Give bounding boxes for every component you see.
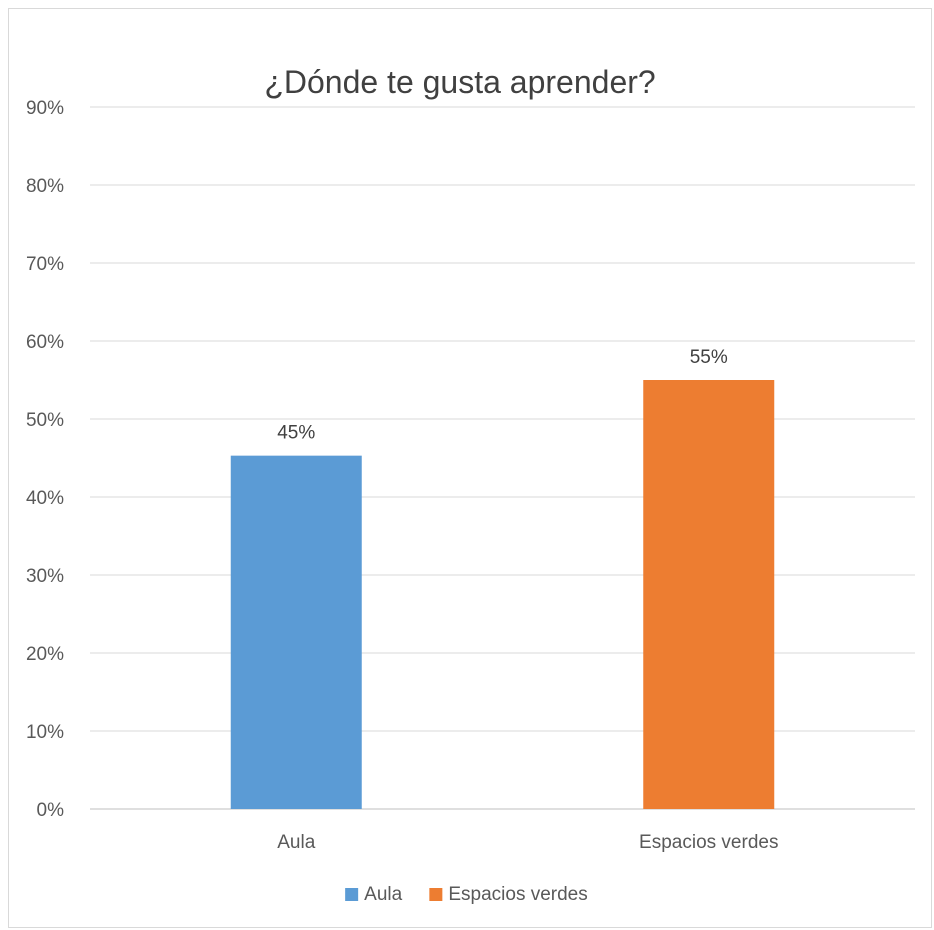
legend-swatch <box>345 888 359 901</box>
y-tick-label: 40% <box>26 488 64 509</box>
y-tick-label: 20% <box>26 644 64 665</box>
legend-label: Espacios verdes <box>448 884 587 905</box>
data-label: 55% <box>690 347 728 368</box>
data-label: 45% <box>277 423 315 444</box>
y-tick-label: 60% <box>26 332 64 353</box>
y-tick-label: 80% <box>26 176 64 197</box>
y-tick-label: 50% <box>26 410 64 431</box>
gridlines <box>90 106 915 810</box>
y-tick-label: 0% <box>37 800 65 821</box>
bars: 45% 55% <box>230 347 775 809</box>
bar <box>230 455 362 809</box>
chart-title: ¿Dónde te gusta aprender? <box>264 64 655 100</box>
x-tick-label: Espacios verdes <box>639 832 778 853</box>
legend-swatch <box>429 888 443 901</box>
y-tick-label: 70% <box>26 254 64 275</box>
x-axis: Aula Espacios verdes <box>277 832 778 853</box>
y-tick-label: 10% <box>26 722 64 743</box>
y-tick-label: 30% <box>26 566 64 587</box>
bar <box>643 380 775 809</box>
y-tick-label: 90% <box>26 98 64 119</box>
x-tick-label: Aula <box>277 832 315 853</box>
y-axis: 0% 10% 20% 30% 40% 50% 60% 70% 80% 90% <box>26 98 64 821</box>
legend-label: Aula <box>364 884 402 905</box>
legend: Aula Espacios verdes <box>345 884 588 905</box>
chart-frame <box>8 8 932 928</box>
